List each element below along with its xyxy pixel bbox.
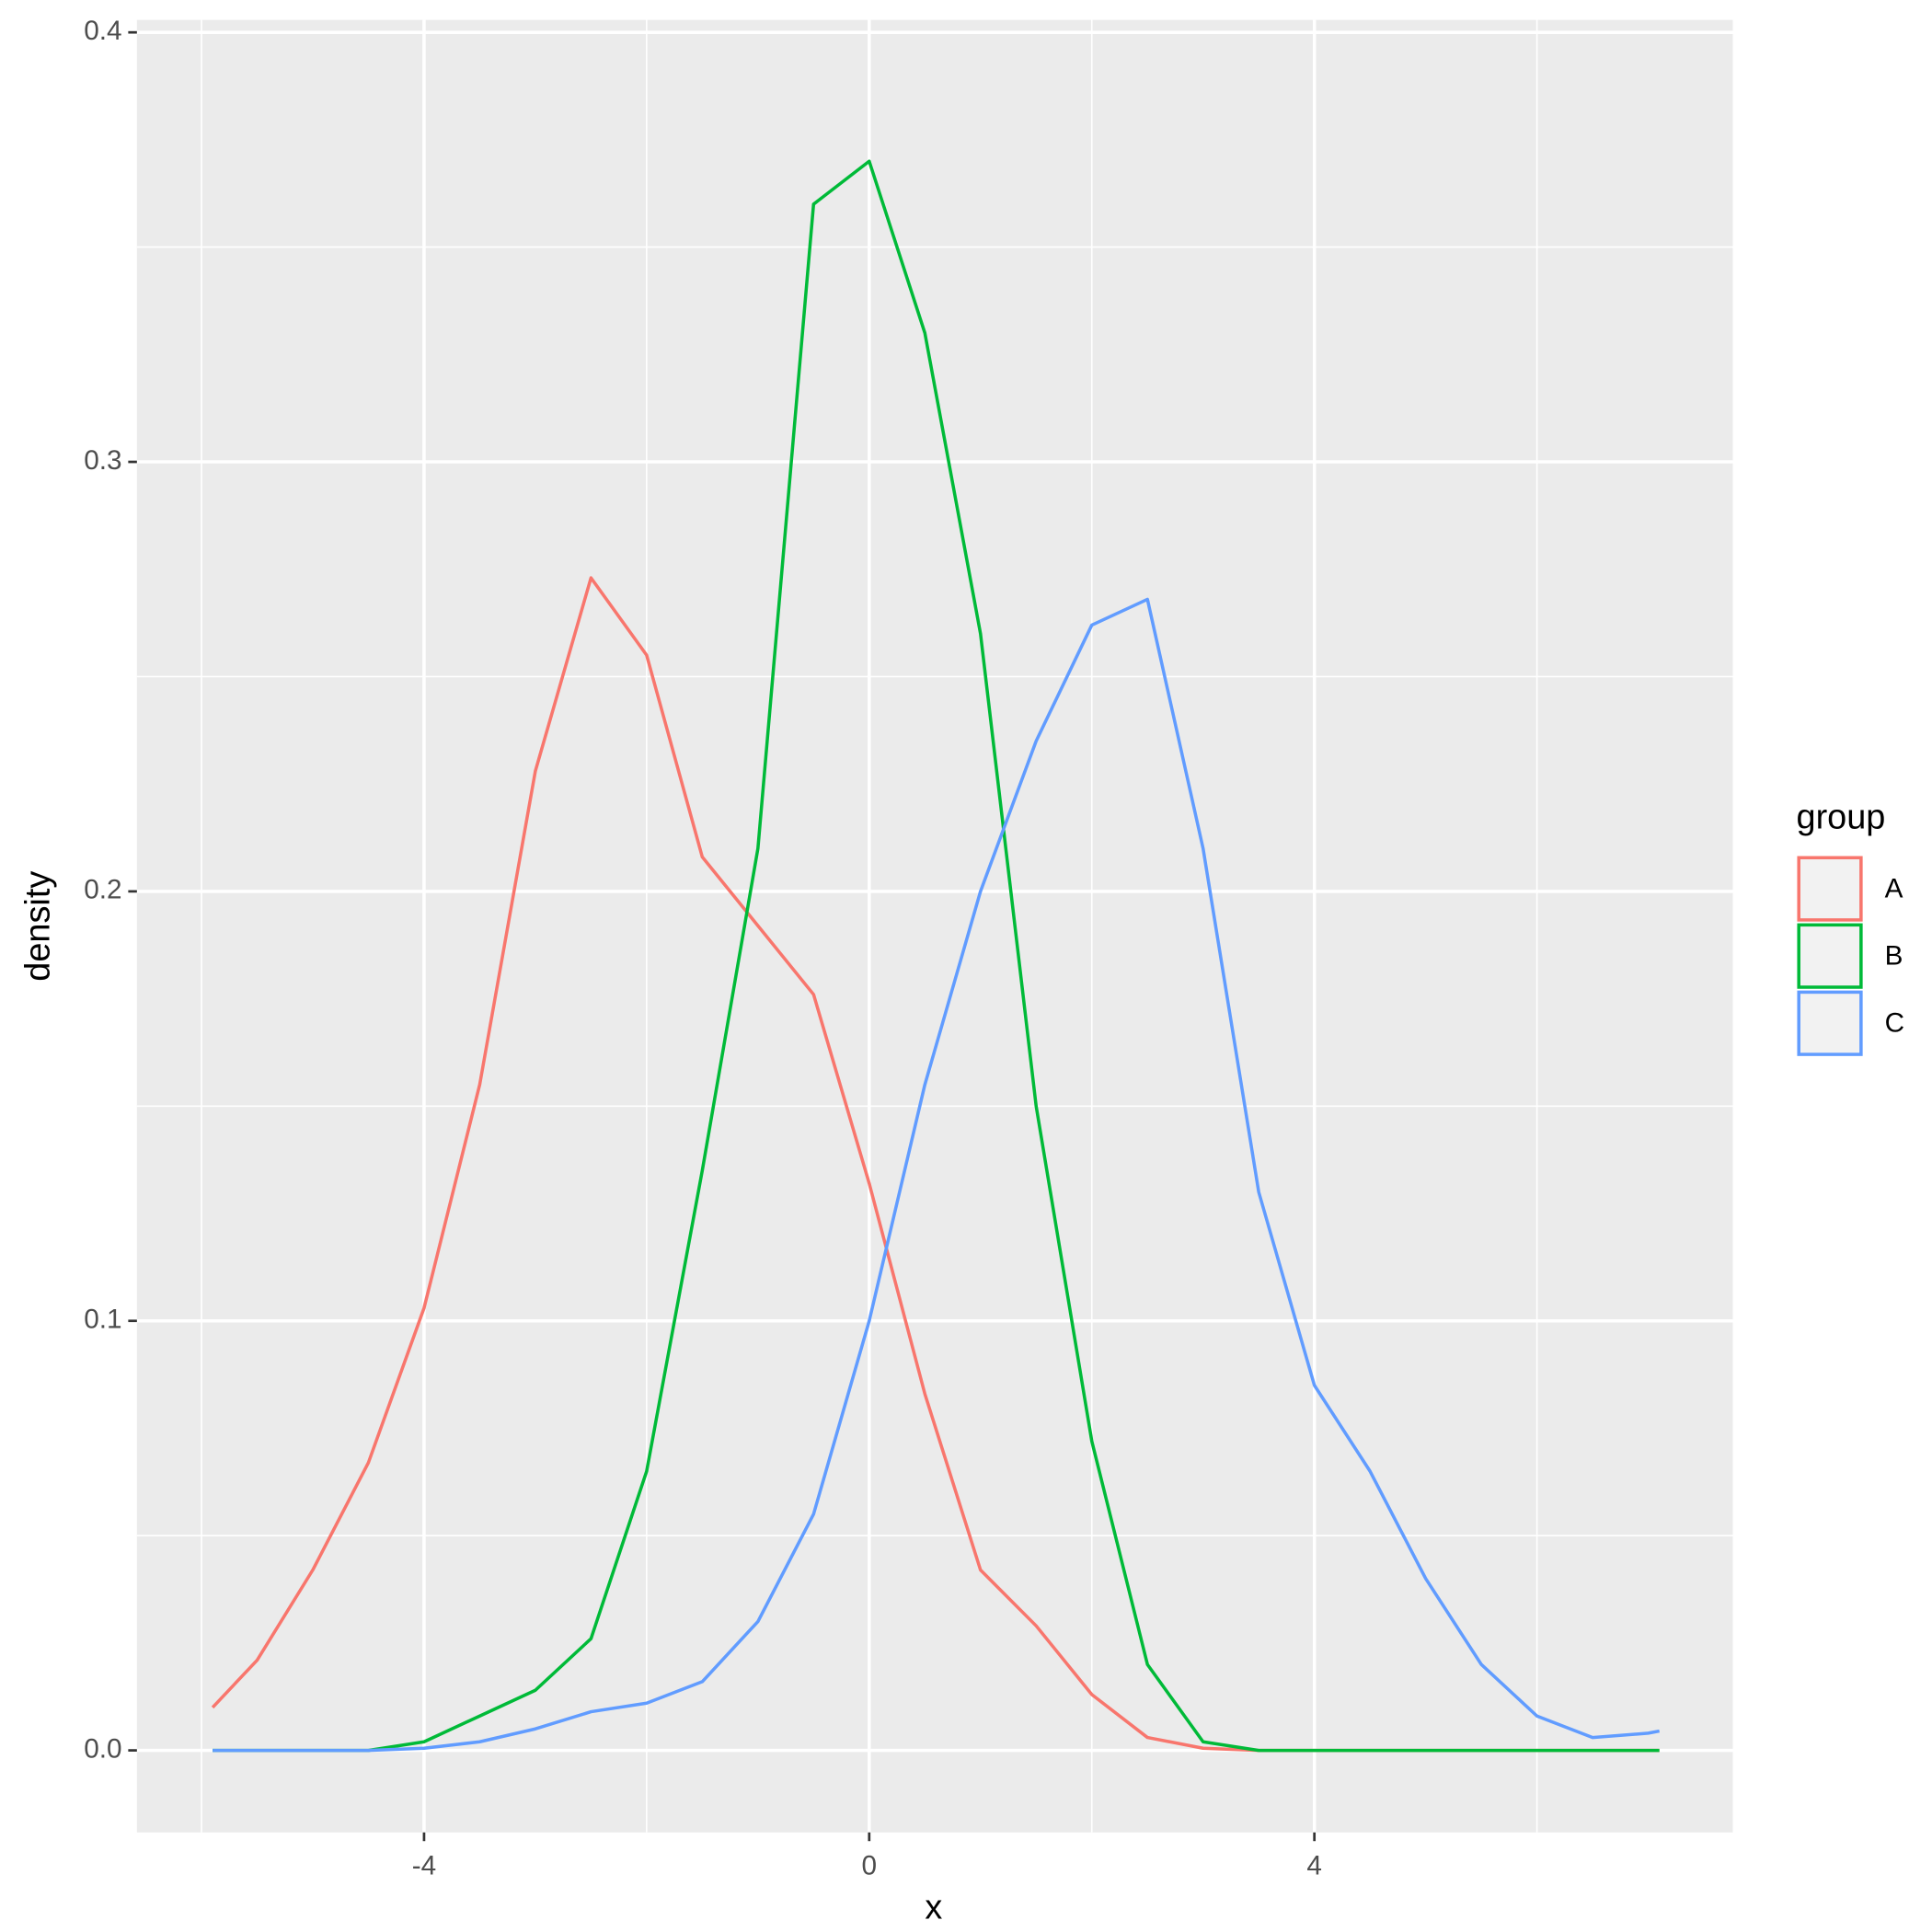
y-tick-label: 0.2 <box>84 875 121 905</box>
y-tick-label: 0.1 <box>84 1305 121 1335</box>
density-line <box>213 159 1660 1753</box>
lines <box>211 159 1661 1753</box>
legend-label: C <box>1885 1007 1905 1038</box>
density-line <box>213 597 1661 1753</box>
x-tick-label: -4 <box>412 1850 436 1880</box>
x-tick-label: 4 <box>1306 1850 1322 1880</box>
y-axis-label: density <box>18 871 57 982</box>
legend-label: B <box>1885 940 1903 971</box>
x-tick-label: 0 <box>862 1850 878 1880</box>
legend-key <box>1797 990 1863 1056</box>
y-tick-label: 0.4 <box>84 16 121 46</box>
panel <box>136 19 1733 1833</box>
x-axis-label: x <box>925 1889 942 1927</box>
legend-key <box>1797 856 1863 922</box>
y-tick-label: 0.0 <box>84 1733 121 1764</box>
y-tick-label: 0.3 <box>84 445 121 476</box>
axes: -4 0 4 0.0 0.1 0.2 0.3 0.4 <box>84 16 1322 1880</box>
legend: group A B C <box>1797 798 1905 1056</box>
legend-label: A <box>1885 873 1903 903</box>
legend-title: group <box>1797 798 1886 836</box>
legend-key <box>1797 923 1863 989</box>
